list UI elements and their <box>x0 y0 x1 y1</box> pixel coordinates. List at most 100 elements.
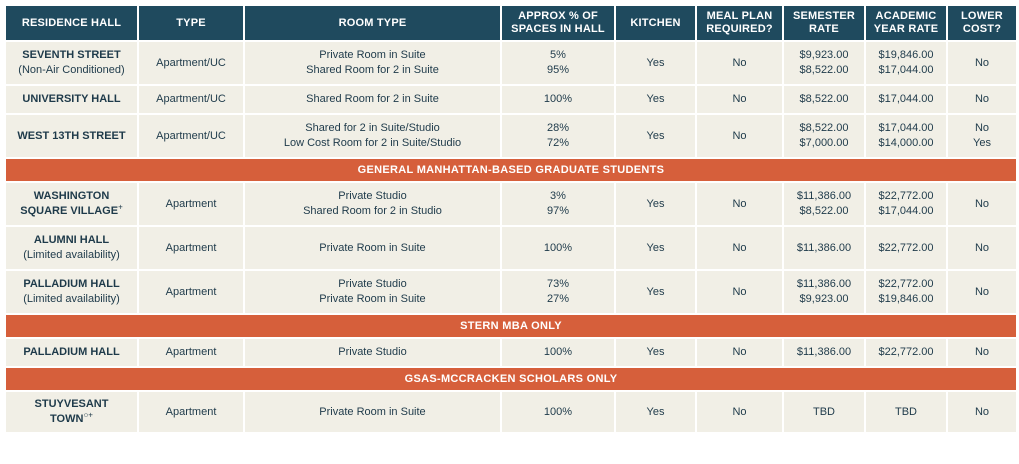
hall-name: TOWN○+ <box>9 411 134 427</box>
col-meal-plan-line1: MEAL PLAN <box>706 10 773 22</box>
meal-plan-cell: No <box>697 271 782 313</box>
lower-cost-cell: No Yes <box>948 115 1016 157</box>
academic-rate: $19,846.00 <box>878 49 934 61</box>
meal-plan-cell: No <box>697 339 782 366</box>
col-meal-plan-line2: REQUIRED? <box>706 23 773 35</box>
col-academic-rate: ACADEMIC YEAR RATE <box>866 6 946 40</box>
residence-hall-cell: UNIVERSITY HALL <box>6 86 137 113</box>
room-type-cell: Shared Room for 2 in Suite <box>245 86 500 113</box>
room-type-cell: Private Room in Suite <box>245 392 500 432</box>
type-cell: Apartment/UC <box>139 115 243 157</box>
lower-cost-cell: No <box>948 42 1016 84</box>
academic-rate-cell: $19,846.00 $17,044.00 <box>866 42 946 84</box>
col-type: TYPE <box>139 6 243 40</box>
pct-value: 5% <box>550 49 566 61</box>
kitchen-cell: Yes <box>616 392 695 432</box>
pct-value: 28% <box>546 122 570 134</box>
semester-rate: $8,522.00 <box>799 122 849 134</box>
semester-rate: $7,000.00 <box>799 137 849 149</box>
residence-hall-cell: STUYVESANT TOWN○+ <box>6 392 137 432</box>
pct-cell: 28% 72% <box>502 115 614 157</box>
room-type: Private Room in Suite <box>319 293 426 305</box>
lower-cost: Yes <box>973 137 991 149</box>
room-type: Private Studio <box>338 278 407 290</box>
residence-hall-cell: SEVENTH STREET (Non-Air Conditioned) <box>6 42 137 84</box>
table-row: PALLADIUM HALL (Limited availability) Apa… <box>6 271 1016 313</box>
pct-cell: 100% <box>502 339 614 366</box>
col-academic-rate-line1: ACADEMIC <box>875 10 937 22</box>
table-row: PALLADIUM HALL Apartment Private Studio … <box>6 339 1016 366</box>
pct-cell: 100% <box>502 86 614 113</box>
semester-rate-cell: $11,386.00 $8,522.00 <box>784 183 864 225</box>
semester-rate: $8,522.00 <box>799 205 849 217</box>
pct-cell: 73% 27% <box>502 271 614 313</box>
pct-cell: 3% 97% <box>502 183 614 225</box>
semester-rate: $11,386.00 <box>796 278 852 290</box>
col-kitchen: KITCHEN <box>616 6 695 40</box>
col-lower-cost: LOWER COST? <box>948 6 1016 40</box>
academic-rate: $22,772.00 <box>878 190 934 202</box>
pct-cell: 5% 95% <box>502 42 614 84</box>
academic-rate-cell: $17,044.00 $14,000.00 <box>866 115 946 157</box>
room-type: Private Room in Suite <box>319 49 426 61</box>
meal-plan-cell: No <box>697 86 782 113</box>
room-type-cell: Private Room in Suite Shared Room for 2 i… <box>245 42 500 84</box>
semester-rate-cell: $8,522.00 $7,000.00 <box>784 115 864 157</box>
header-row: RESIDENCE HALL TYPE ROOM TYPE APPROX % O… <box>6 6 1016 40</box>
col-approx-pct-line2: SPACES IN HALL <box>511 23 605 35</box>
col-semester-rate-line2: RATE <box>809 23 839 35</box>
academic-rate: $19,846.00 <box>878 293 934 305</box>
kitchen-cell: Yes <box>616 115 695 157</box>
residence-hall-cell: PALLADIUM HALL <box>6 339 137 366</box>
room-type-cell: Private Studio Private Room in Suite <box>245 271 500 313</box>
academic-rate: $17,044.00 <box>878 122 934 134</box>
academic-rate-cell: $22,772.00 $19,846.00 <box>866 271 946 313</box>
section-row: GSAS-MCCRACKEN SCHOLARS ONLY <box>6 368 1016 390</box>
lower-cost-cell: No <box>948 271 1016 313</box>
room-type-cell: Private Studio Shared Room for 2 in Studi… <box>245 183 500 225</box>
meal-plan-cell: No <box>697 115 782 157</box>
lower-cost-cell: No <box>948 86 1016 113</box>
table-row: SEVENTH STREET (Non-Air Conditioned) Apar… <box>6 42 1016 84</box>
room-type: Shared for 2 in Suite/Studio <box>305 122 440 134</box>
semester-rate-cell: $11,386.00 <box>784 339 864 366</box>
room-type: Shared Room for 2 in Suite <box>306 64 439 76</box>
pct-value: 73% <box>546 278 570 290</box>
hall-note: (Limited availability) <box>23 249 120 261</box>
kitchen-cell: Yes <box>616 271 695 313</box>
academic-rate-cell: $22,772.00 <box>866 227 946 269</box>
hall-name-line2: TOWN <box>50 413 84 425</box>
table-row: WASHINGTON SQUARE VILLAGE+ Apartment Priv… <box>6 183 1016 225</box>
col-semester-rate: SEMESTER RATE <box>784 6 864 40</box>
room-type: Low Cost Room for 2 in Suite/Studio <box>283 137 462 149</box>
academic-rate-cell: $17,044.00 <box>866 86 946 113</box>
academic-rate-cell: $22,772.00 $17,044.00 <box>866 183 946 225</box>
hall-name: SEVENTH STREET <box>22 49 121 61</box>
room-type: Shared Room for 2 in Studio <box>303 205 442 217</box>
hall-name: SQUARE VILLAGE+ <box>9 203 134 219</box>
type-cell: Apartment <box>139 271 243 313</box>
lower-cost-cell: No <box>948 339 1016 366</box>
kitchen-cell: Yes <box>616 86 695 113</box>
academic-rate: $22,772.00 <box>878 278 934 290</box>
residence-hall-cell: ALUMNI HALL (Limited availability) <box>6 227 137 269</box>
hall-name: ALUMNI HALL <box>33 234 110 246</box>
type-cell: Apartment <box>139 183 243 225</box>
pct-cell: 100% <box>502 227 614 269</box>
housing-rates-table: RESIDENCE HALL TYPE ROOM TYPE APPROX % O… <box>4 4 1018 434</box>
col-academic-rate-line2: YEAR RATE <box>873 23 939 35</box>
academic-rate: $17,044.00 <box>878 205 934 217</box>
kitchen-cell: Yes <box>616 183 695 225</box>
hall-name: STUYVESANT <box>34 398 109 410</box>
lower-cost-cell: No <box>948 183 1016 225</box>
table-row: ALUMNI HALL (Limited availability) Apartm… <box>6 227 1016 269</box>
type-cell: Apartment/UC <box>139 86 243 113</box>
kitchen-cell: Yes <box>616 339 695 366</box>
semester-rate-cell: $9,923.00 $8,522.00 <box>784 42 864 84</box>
section-stern-mba: STERN MBA ONLY <box>6 315 1016 337</box>
meal-plan-cell: No <box>697 183 782 225</box>
academic-rate: $14,000.00 <box>878 137 934 149</box>
kitchen-cell: Yes <box>616 42 695 84</box>
pct-value: 27% <box>546 293 570 305</box>
semester-rate-cell: $11,386.00 <box>784 227 864 269</box>
